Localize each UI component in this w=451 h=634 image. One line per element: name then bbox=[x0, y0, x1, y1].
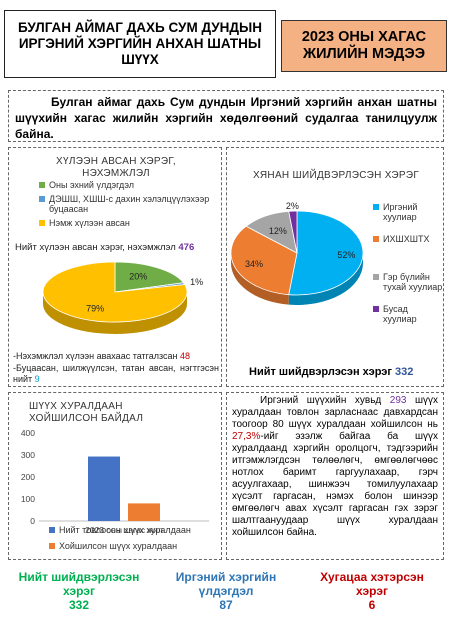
pie-data-label: 20% bbox=[129, 272, 147, 282]
hearings-chart-title: ШҮҮХ ХУРАЛДААН ХОЙШИЛСОН БАЙДАЛ bbox=[29, 401, 144, 424]
y-tick-label: 0 bbox=[30, 516, 35, 526]
pie-slice bbox=[288, 210, 364, 296]
legend-item: ИХШХШТХ bbox=[373, 234, 443, 244]
legend-item: Нийт товлосон шүүх хуралдаан bbox=[49, 525, 219, 535]
intro-text: Булган аймаг дахь Сум дундын Иргэний хэр… bbox=[8, 90, 444, 142]
bar bbox=[88, 456, 120, 521]
resolution-pie-chart: 52% 34% 12% 2% bbox=[230, 201, 364, 305]
rejected-note: -Нэхэмжлэл хүлээн авахаас татгалзсан 48 bbox=[13, 351, 191, 361]
report-title: 2023 ОНЫ ХАГАС ЖИЛИЙН МЭДЭЭ bbox=[281, 20, 447, 72]
pie-slice bbox=[230, 225, 298, 296]
hearings-panel: ШҮҮХ ХУРАЛДААН ХОЙШИЛСОН БАЙДАЛ 0 100 200 3… bbox=[8, 392, 222, 560]
stat-pending: Иргэний хэргийн үлдэгдэл 87 bbox=[175, 570, 277, 612]
resolution-total: Нийт шийдвэрлэсэн хэрэг 332 bbox=[249, 366, 414, 378]
resolution-legend: Иргэний хуулиар ИХШХШТХ Гэр бүлийн тухай… bbox=[373, 202, 443, 328]
bar bbox=[128, 503, 160, 521]
legend-item: Бусад хуулиар bbox=[373, 304, 443, 324]
hearings-legend: Нийт товлосон шүүх хуралдаан Хойшилсон ш… bbox=[49, 525, 219, 555]
pie-slice bbox=[288, 210, 298, 254]
pie-data-label: 34% bbox=[245, 259, 263, 269]
resolution-panel: ХЯНАН ШИЙДВЭРЛЭСЭН ХЭРЭГ 52% 34% 12% 2% Ирг… bbox=[226, 147, 444, 387]
hearings-bar-chart: 0 100 200 300 400 2023 оны хагас жил bbox=[21, 428, 209, 535]
pie-data-label: 79% bbox=[86, 304, 104, 314]
legend-item: Нэмж хүлээн авсан bbox=[39, 218, 219, 228]
stat-overdue: Хугацаа хэтэрсэн хэрэг 6 bbox=[320, 570, 424, 612]
y-tick-label: 300 bbox=[21, 450, 35, 460]
stat-resolved: Нийт шийдвэрлэсэн хэрэг 332 bbox=[18, 570, 140, 612]
pie-data-label: 2% bbox=[286, 201, 299, 211]
pie-slice-side bbox=[231, 253, 289, 305]
y-tick-label: 400 bbox=[21, 428, 35, 438]
pie-slice-side bbox=[43, 292, 187, 334]
legend-item: Иргэний хуулиар bbox=[373, 202, 443, 222]
pie-data-label: 52% bbox=[337, 250, 355, 260]
cases-legend: Оны эхний үлдэгдэл ДЭШШ, ХШШ-с дахин хэл… bbox=[39, 180, 219, 232]
resolution-chart-title: ХЯНАН ШИЙДВЭРЛЭСЭН ХЭРЭГ bbox=[252, 170, 420, 181]
cases-panel: ХҮЛЭЭН АВСАН ХЭРЭГ, НЭХЭМЖЛЭЛ Оны эхний … bbox=[8, 147, 222, 387]
cases-pie-chart: 20% 1% 79% bbox=[42, 261, 203, 334]
pie-data-label: 1% bbox=[190, 277, 203, 287]
y-tick-label: 100 bbox=[21, 494, 35, 504]
cases-total: Нийт хүлээн авсан хэрэг, нэхэмжлэл 476 bbox=[15, 242, 195, 253]
returned-note: -Буцаасан, шилжүүлсэн, татан авсан, нэгт… bbox=[13, 363, 219, 384]
legend-item: Хойшилсон шүүх хуралдаан bbox=[49, 541, 219, 551]
x-tick-label: 2023 оны хагас жил bbox=[85, 525, 163, 535]
pie-slice bbox=[42, 261, 188, 323]
court-title: БУЛГАН АЙМАГ ДАХЬ СУМ ДУНДЫН ИРГЭНИЙ ХЭР… bbox=[4, 10, 276, 78]
legend-item: ДЭШШ, ХШШ-с дахин хэлэлцүүлэхээр буцааса… bbox=[39, 194, 219, 214]
legend-item: Гэр бүлийн тухай хуулиар bbox=[373, 272, 443, 292]
pie-data-label: 12% bbox=[269, 226, 287, 236]
cases-chart-title: ХҮЛЭЭН АВСАН ХЭРЭГ, НЭХЭМЖЛЭЛ bbox=[56, 156, 176, 179]
pie-slice-side bbox=[288, 253, 363, 305]
legend-item: Оны эхний үлдэгдэл bbox=[39, 180, 219, 190]
postponement-text: Иргэний шүүхийн хувьд 293 шүүх хуралдаан… bbox=[226, 392, 444, 560]
pie-slice bbox=[114, 261, 185, 293]
y-tick-label: 200 bbox=[21, 472, 35, 482]
